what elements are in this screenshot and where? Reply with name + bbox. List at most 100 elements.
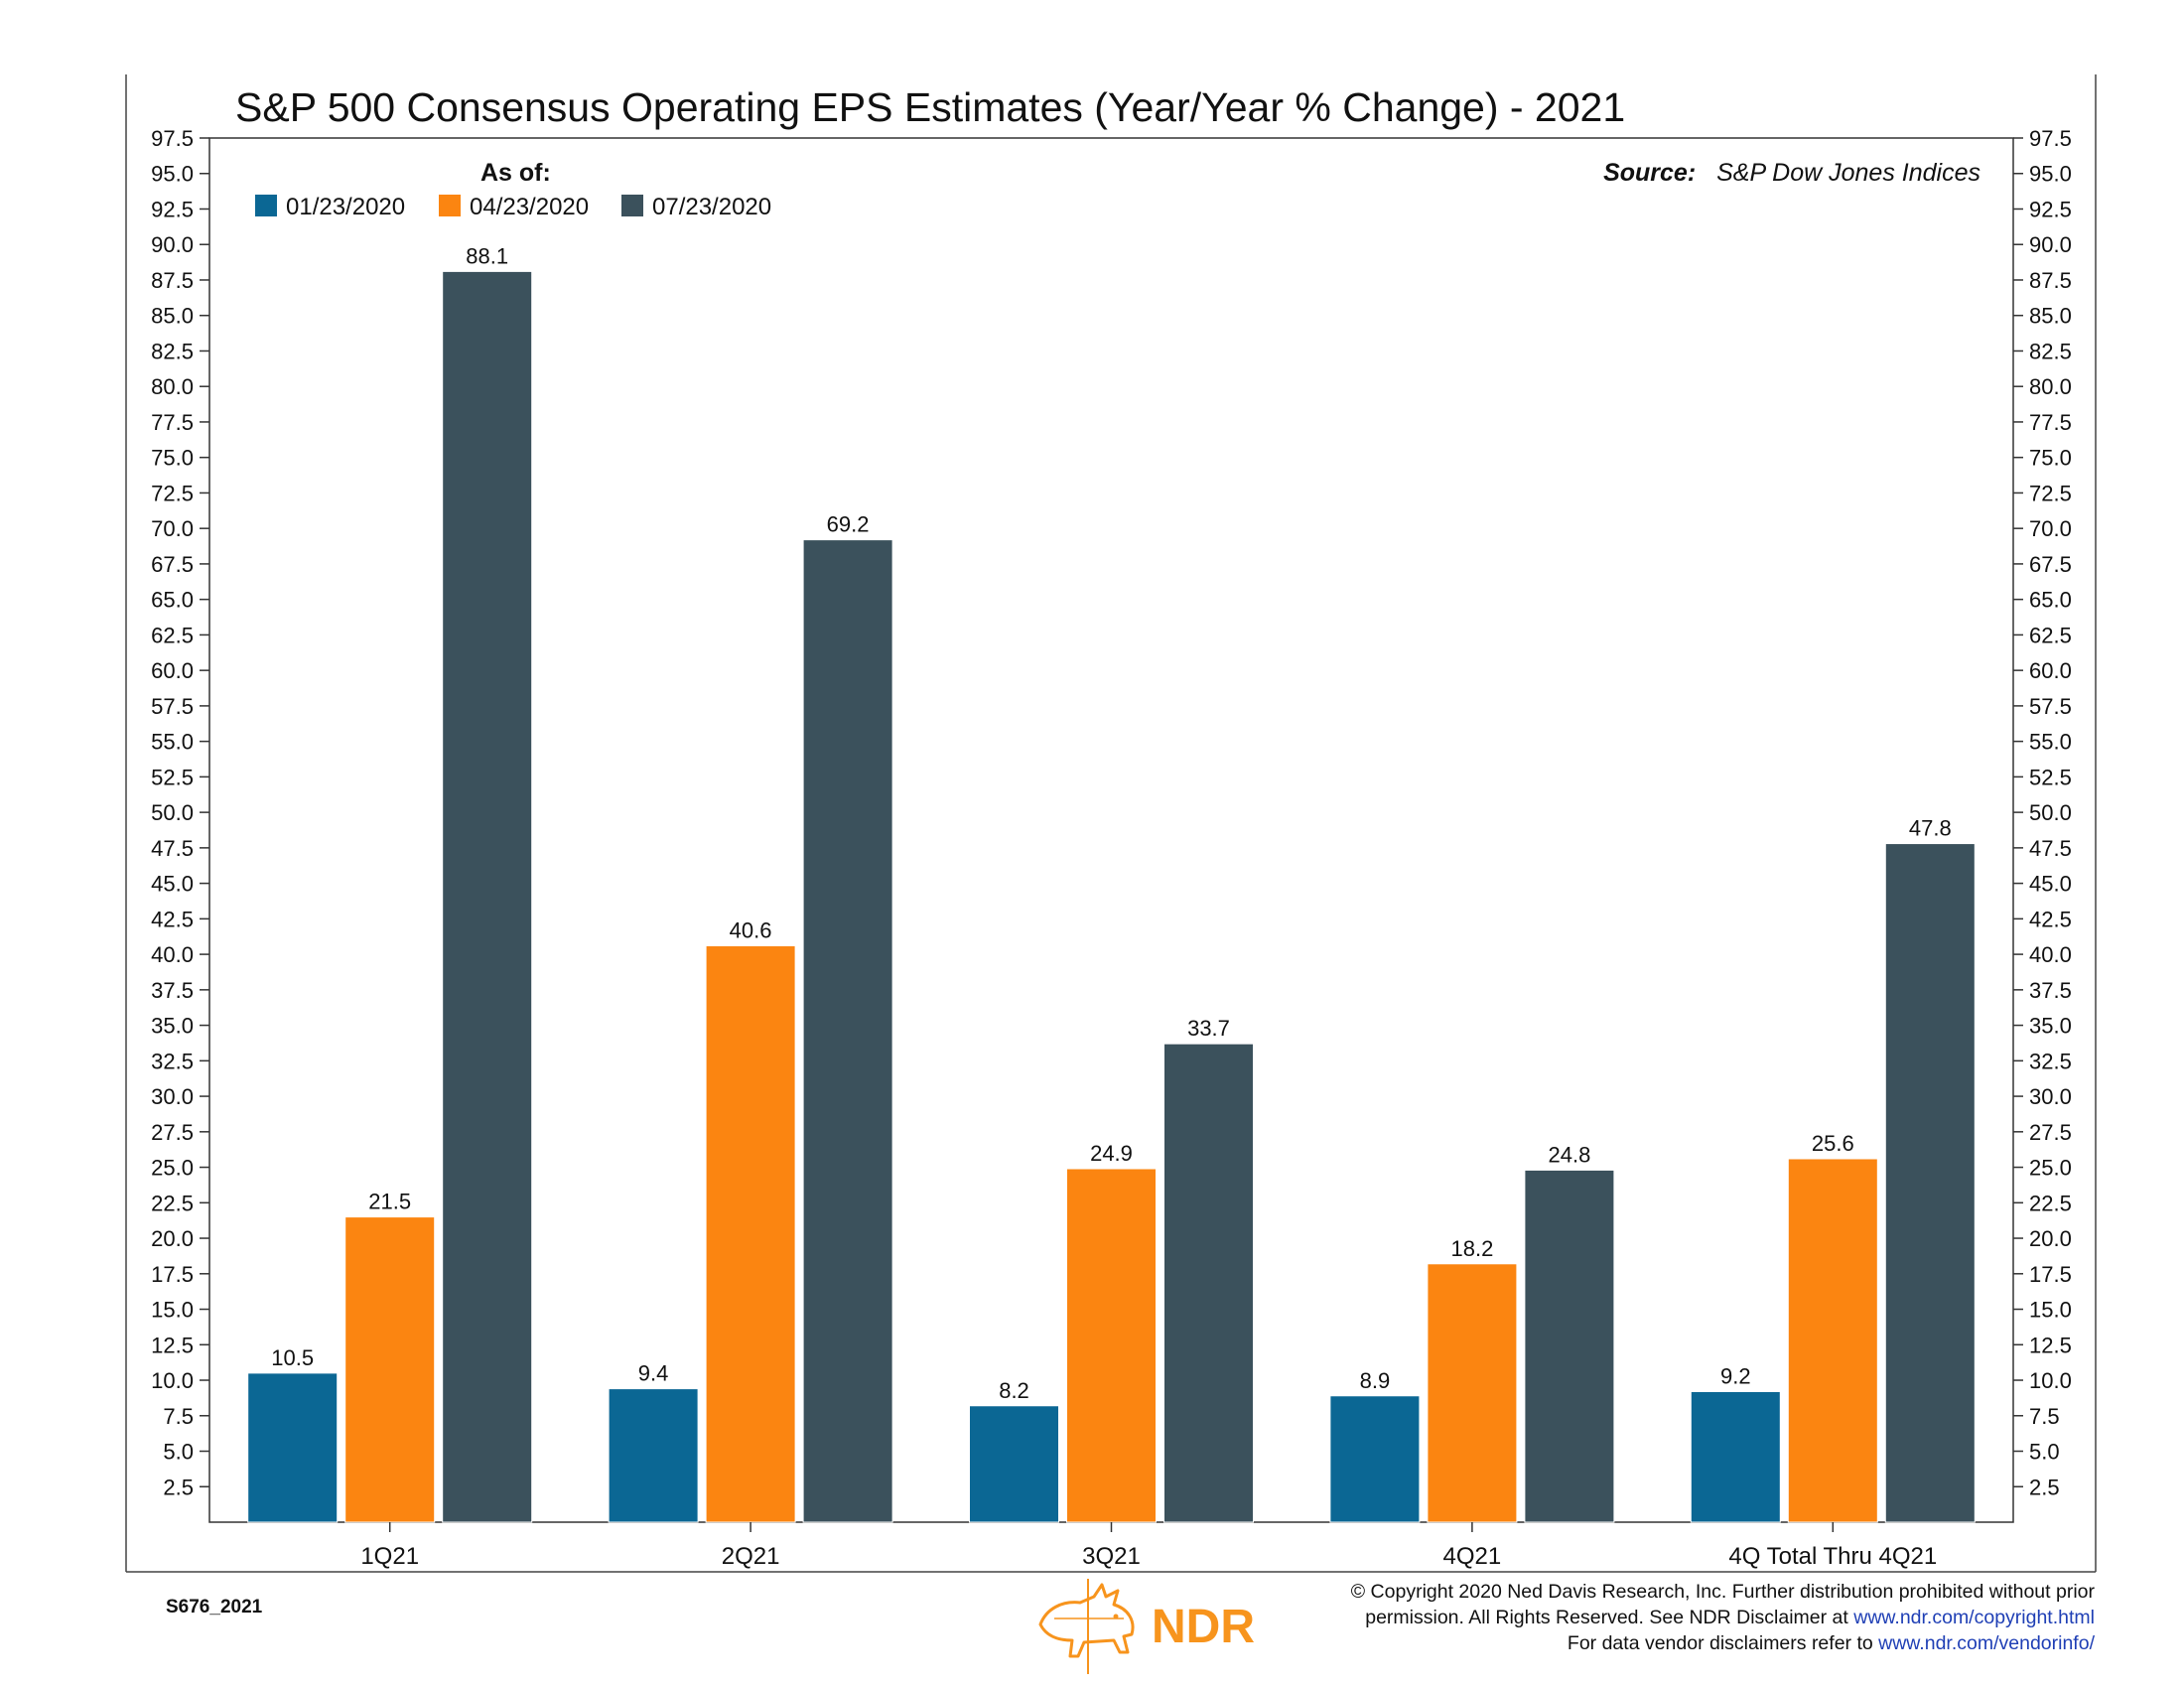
y-tick-label-right: 72.5 <box>2029 481 2072 505</box>
y-tick-label-left: 65.0 <box>151 588 194 613</box>
bar-4q21-07-23-2020 <box>1524 1169 1615 1523</box>
y-axis-left: 2.5 5.0 7.5 10.0 12.5 15.0 17.5 20.0 22.5 25.0 27.… <box>151 126 209 1499</box>
x-tick-label: 4Q21 <box>1443 1543 1502 1570</box>
y-tick-label-right: 55.0 <box>2029 730 2072 755</box>
y-tick-label-right: 50.0 <box>2029 800 2072 825</box>
y-tick-label-right: 20.0 <box>2029 1226 2072 1251</box>
copyright-link[interactable]: www.ndr.com/copyright.html <box>1852 1607 2095 1628</box>
bar-2q21-01-23-2020 <box>608 1388 699 1523</box>
y-tick-label-left: 97.5 <box>151 126 194 151</box>
y-tick-label-right: 87.5 <box>2029 268 2072 293</box>
y-tick-label-left: 7.5 <box>163 1404 194 1429</box>
bar-4q21-01-23-2020 <box>1329 1395 1421 1523</box>
bar-1q21-01-23-2020 <box>247 1372 339 1523</box>
bar-value-label: 24.9 <box>1090 1141 1133 1166</box>
y-tick-label-left: 42.5 <box>151 907 194 931</box>
legend-title: As of: <box>480 159 551 187</box>
y-tick-label-right: 40.0 <box>2029 942 2072 967</box>
bar-value-label: 8.2 <box>999 1378 1029 1403</box>
y-tick-label-right: 75.0 <box>2029 446 2072 471</box>
x-tick-label: 2Q21 <box>722 1543 780 1570</box>
y-tick-label-right: 95.0 <box>2029 162 2072 187</box>
legend: As of: 01/23/2020 04/23/2020 07/23/2020 <box>255 159 771 220</box>
bar-value-label: 88.1 <box>466 243 508 268</box>
y-tick-label-left: 57.5 <box>151 694 194 719</box>
y-tick-label-right: 17.5 <box>2029 1262 2072 1287</box>
y-tick-label-left: 2.5 <box>163 1475 194 1499</box>
y-tick-label-right: 70.0 <box>2029 516 2072 541</box>
bar-4q-total-thru-4q21-04-23-2020 <box>1787 1158 1878 1523</box>
y-tick-label-left: 75.0 <box>151 446 194 471</box>
bars: 10.5 21.5 88.1 9.4 40.6 69.2 8.2 24.9 33.7 8.9 18.… <box>247 243 1976 1523</box>
copyright-line-3: For data vendor disclaimers refer to www… <box>1568 1632 2096 1654</box>
legend-swatch-04-23-2020 <box>439 195 461 216</box>
y-tick-label-right: 60.0 <box>2029 658 2072 683</box>
bar-4q-total-thru-4q21-07-23-2020 <box>1884 843 1976 1523</box>
bar-4q21-04-23-2020 <box>1427 1263 1518 1523</box>
y-tick-label-right: 77.5 <box>2029 410 2072 435</box>
bar-3q21-01-23-2020 <box>969 1405 1059 1523</box>
legend-label-04-23-2020: 04/23/2020 <box>470 194 589 220</box>
y-tick-label-right: 37.5 <box>2029 978 2072 1003</box>
y-tick-label-left: 62.5 <box>151 623 194 647</box>
y-tick-label-right: 27.5 <box>2029 1120 2072 1145</box>
bar-value-label: 8.9 <box>1360 1368 1391 1393</box>
y-tick-label-right: 97.5 <box>2029 126 2072 151</box>
y-tick-label-left: 25.0 <box>151 1156 194 1181</box>
vendorinfo-link[interactable]: www.ndr.com/vendorinfo/ <box>1877 1632 2095 1654</box>
y-tick-label-right: 10.0 <box>2029 1368 2072 1393</box>
chart-title: S&P 500 Consensus Operating EPS Estimate… <box>235 84 1625 130</box>
y-tick-label-right: 32.5 <box>2029 1049 2072 1073</box>
y-tick-label-right: 7.5 <box>2029 1404 2060 1429</box>
y-tick-label-left: 20.0 <box>151 1226 194 1251</box>
bar-value-label: 9.2 <box>1720 1363 1751 1388</box>
y-tick-label-left: 17.5 <box>151 1262 194 1287</box>
y-tick-label-right: 35.0 <box>2029 1014 2072 1039</box>
y-tick-label-right: 45.0 <box>2029 872 2072 897</box>
y-tick-label-right: 65.0 <box>2029 588 2072 613</box>
bar-value-label: 18.2 <box>1450 1236 1493 1261</box>
bar-3q21-04-23-2020 <box>1066 1168 1157 1523</box>
y-tick-label-left: 85.0 <box>151 304 194 329</box>
y-tick-label-right: 82.5 <box>2029 339 2072 363</box>
y-tick-label-right: 80.0 <box>2029 374 2072 399</box>
source-label: Source: <box>1603 159 1696 187</box>
legend-label-01-23-2020: 01/23/2020 <box>286 194 405 220</box>
y-tick-label-left: 32.5 <box>151 1049 194 1073</box>
y-tick-label-left: 67.5 <box>151 552 194 577</box>
y-tick-label-left: 30.0 <box>151 1084 194 1109</box>
y-tick-label-left: 82.5 <box>151 339 194 363</box>
y-tick-label-left: 77.5 <box>151 410 194 435</box>
y-tick-label-left: 40.0 <box>151 942 194 967</box>
y-tick-label-right: 47.5 <box>2029 836 2072 861</box>
bar-2q21-04-23-2020 <box>705 945 796 1523</box>
y-tick-label-left: 60.0 <box>151 658 194 683</box>
y-tick-label-left: 22.5 <box>151 1191 194 1215</box>
legend-swatch-01-23-2020 <box>255 195 277 216</box>
bar-value-label: 9.4 <box>638 1361 669 1386</box>
y-tick-label-right: 52.5 <box>2029 765 2072 789</box>
y-tick-label-left: 92.5 <box>151 197 194 221</box>
bar-value-label: 40.6 <box>730 918 772 943</box>
bar-value-label: 69.2 <box>827 512 870 537</box>
y-tick-label-left: 37.5 <box>151 978 194 1003</box>
bar-2q21-07-23-2020 <box>802 539 893 1523</box>
bar-1q21-07-23-2020 <box>442 270 533 1523</box>
y-tick-label-right: 92.5 <box>2029 197 2072 221</box>
x-tick-label: 3Q21 <box>1082 1543 1141 1570</box>
source-value: S&P Dow Jones Indices <box>1716 159 1980 187</box>
y-tick-label-left: 45.0 <box>151 872 194 897</box>
x-axis: 1Q21 2Q21 3Q21 4Q21 4Q Total Thru 4Q21 <box>360 1522 1937 1570</box>
y-tick-label-left: 5.0 <box>163 1440 194 1465</box>
y-tick-label-left: 12.5 <box>151 1333 194 1357</box>
y-tick-label-left: 87.5 <box>151 268 194 293</box>
copyright-line-2-text: permission. All Rights Reserved. See NDR… <box>1365 1607 1853 1628</box>
y-tick-label-left: 95.0 <box>151 162 194 187</box>
legend-label-07-23-2020: 07/23/2020 <box>652 194 771 220</box>
y-tick-label-right: 5.0 <box>2029 1440 2060 1465</box>
y-tick-label-right: 90.0 <box>2029 232 2072 257</box>
bar-value-label: 47.8 <box>1909 816 1952 841</box>
bar-value-label: 10.5 <box>271 1345 314 1370</box>
x-tick-label: 1Q21 <box>360 1543 419 1570</box>
